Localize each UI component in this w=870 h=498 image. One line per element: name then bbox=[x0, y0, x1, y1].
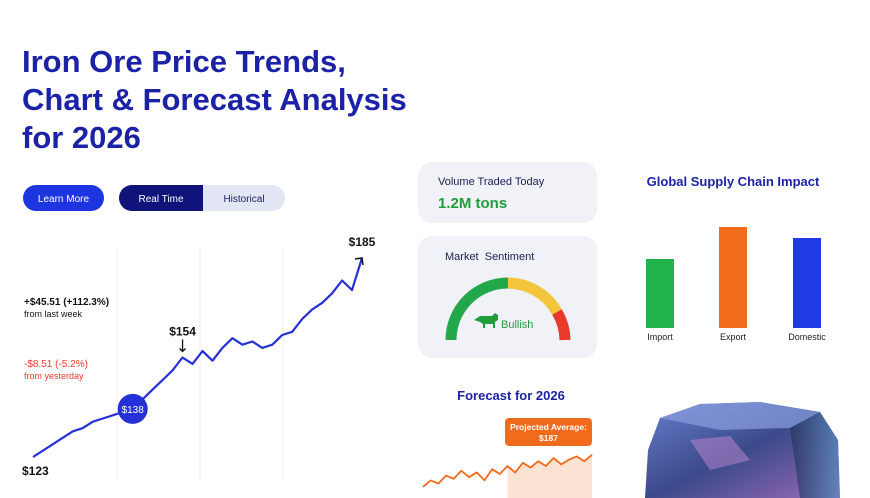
x-tick-label: Export bbox=[720, 332, 747, 342]
stat-period: from last week bbox=[24, 309, 83, 319]
volume-card bbox=[418, 162, 597, 223]
stat-period: from yesterday bbox=[24, 371, 84, 381]
rock-side bbox=[790, 412, 840, 498]
card-label: Volume Traded Today bbox=[438, 176, 545, 188]
value-label: $154 bbox=[169, 325, 196, 339]
price-chart: $123 $138 $154 $185 bbox=[22, 235, 376, 478]
sentiment-state: Bullish bbox=[501, 319, 533, 331]
stat-change: +$45.51 (+112.3%) bbox=[24, 297, 109, 308]
supply-chart: Import Export Domestic bbox=[646, 227, 826, 342]
bar bbox=[793, 238, 821, 328]
toggle-label: Historical bbox=[223, 194, 264, 205]
annotation-text: Projected Average: bbox=[510, 422, 587, 432]
toggle-real-time[interactable]: Real Time bbox=[119, 185, 203, 211]
learn-more-button[interactable]: Learn More bbox=[23, 185, 104, 211]
annotation-value: $187 bbox=[539, 433, 558, 443]
button-bg bbox=[23, 185, 104, 211]
grid bbox=[116, 248, 284, 480]
rock-facet bbox=[690, 436, 750, 470]
label-arrow bbox=[179, 339, 187, 353]
x-tick-label: Import bbox=[647, 332, 673, 342]
gauge-green bbox=[445, 277, 509, 341]
rock-top bbox=[660, 402, 820, 430]
forecast-line bbox=[422, 454, 593, 488]
point-marker bbox=[117, 393, 148, 424]
chart-title: Global Supply Chain Impact bbox=[647, 174, 820, 189]
toggle-historical[interactable]: Historical bbox=[223, 194, 264, 205]
value-label: $138 bbox=[122, 405, 145, 416]
card-value: 1.2M tons bbox=[438, 195, 507, 212]
stat-change: -$8.51 (-5.2%) bbox=[24, 359, 88, 370]
value-label: $123 bbox=[22, 464, 49, 478]
title-line: Iron Ore Price Trends, bbox=[22, 44, 346, 79]
toggle-label: Real Time bbox=[138, 194, 183, 205]
bull-icon bbox=[474, 313, 498, 328]
gauge-yellow bbox=[507, 277, 562, 315]
title-line: for 2026 bbox=[22, 120, 141, 155]
toggle: Real Time Historical bbox=[119, 185, 285, 211]
toggle-active bbox=[119, 185, 203, 211]
title-line: Chart & Forecast Analysis bbox=[22, 82, 407, 117]
arrow-head bbox=[354, 257, 364, 266]
bar bbox=[646, 259, 674, 328]
x-tick-label: Domestic bbox=[788, 332, 826, 342]
chart-title: Forecast for 2026 bbox=[457, 388, 565, 403]
annotation-box bbox=[505, 418, 592, 446]
button-label: Learn More bbox=[38, 194, 90, 205]
forecast-area bbox=[507, 454, 592, 498]
gauge-red bbox=[552, 309, 571, 341]
sentiment-card bbox=[418, 236, 597, 358]
forecast-chart: Projected Average:$187 bbox=[422, 418, 593, 498]
price-line bbox=[32, 257, 364, 458]
bar bbox=[719, 227, 747, 328]
value-label: $185 bbox=[349, 235, 376, 249]
gauge bbox=[445, 277, 571, 341]
card-label: Market Sentiment bbox=[445, 251, 534, 263]
iron-ore-image bbox=[645, 402, 840, 498]
